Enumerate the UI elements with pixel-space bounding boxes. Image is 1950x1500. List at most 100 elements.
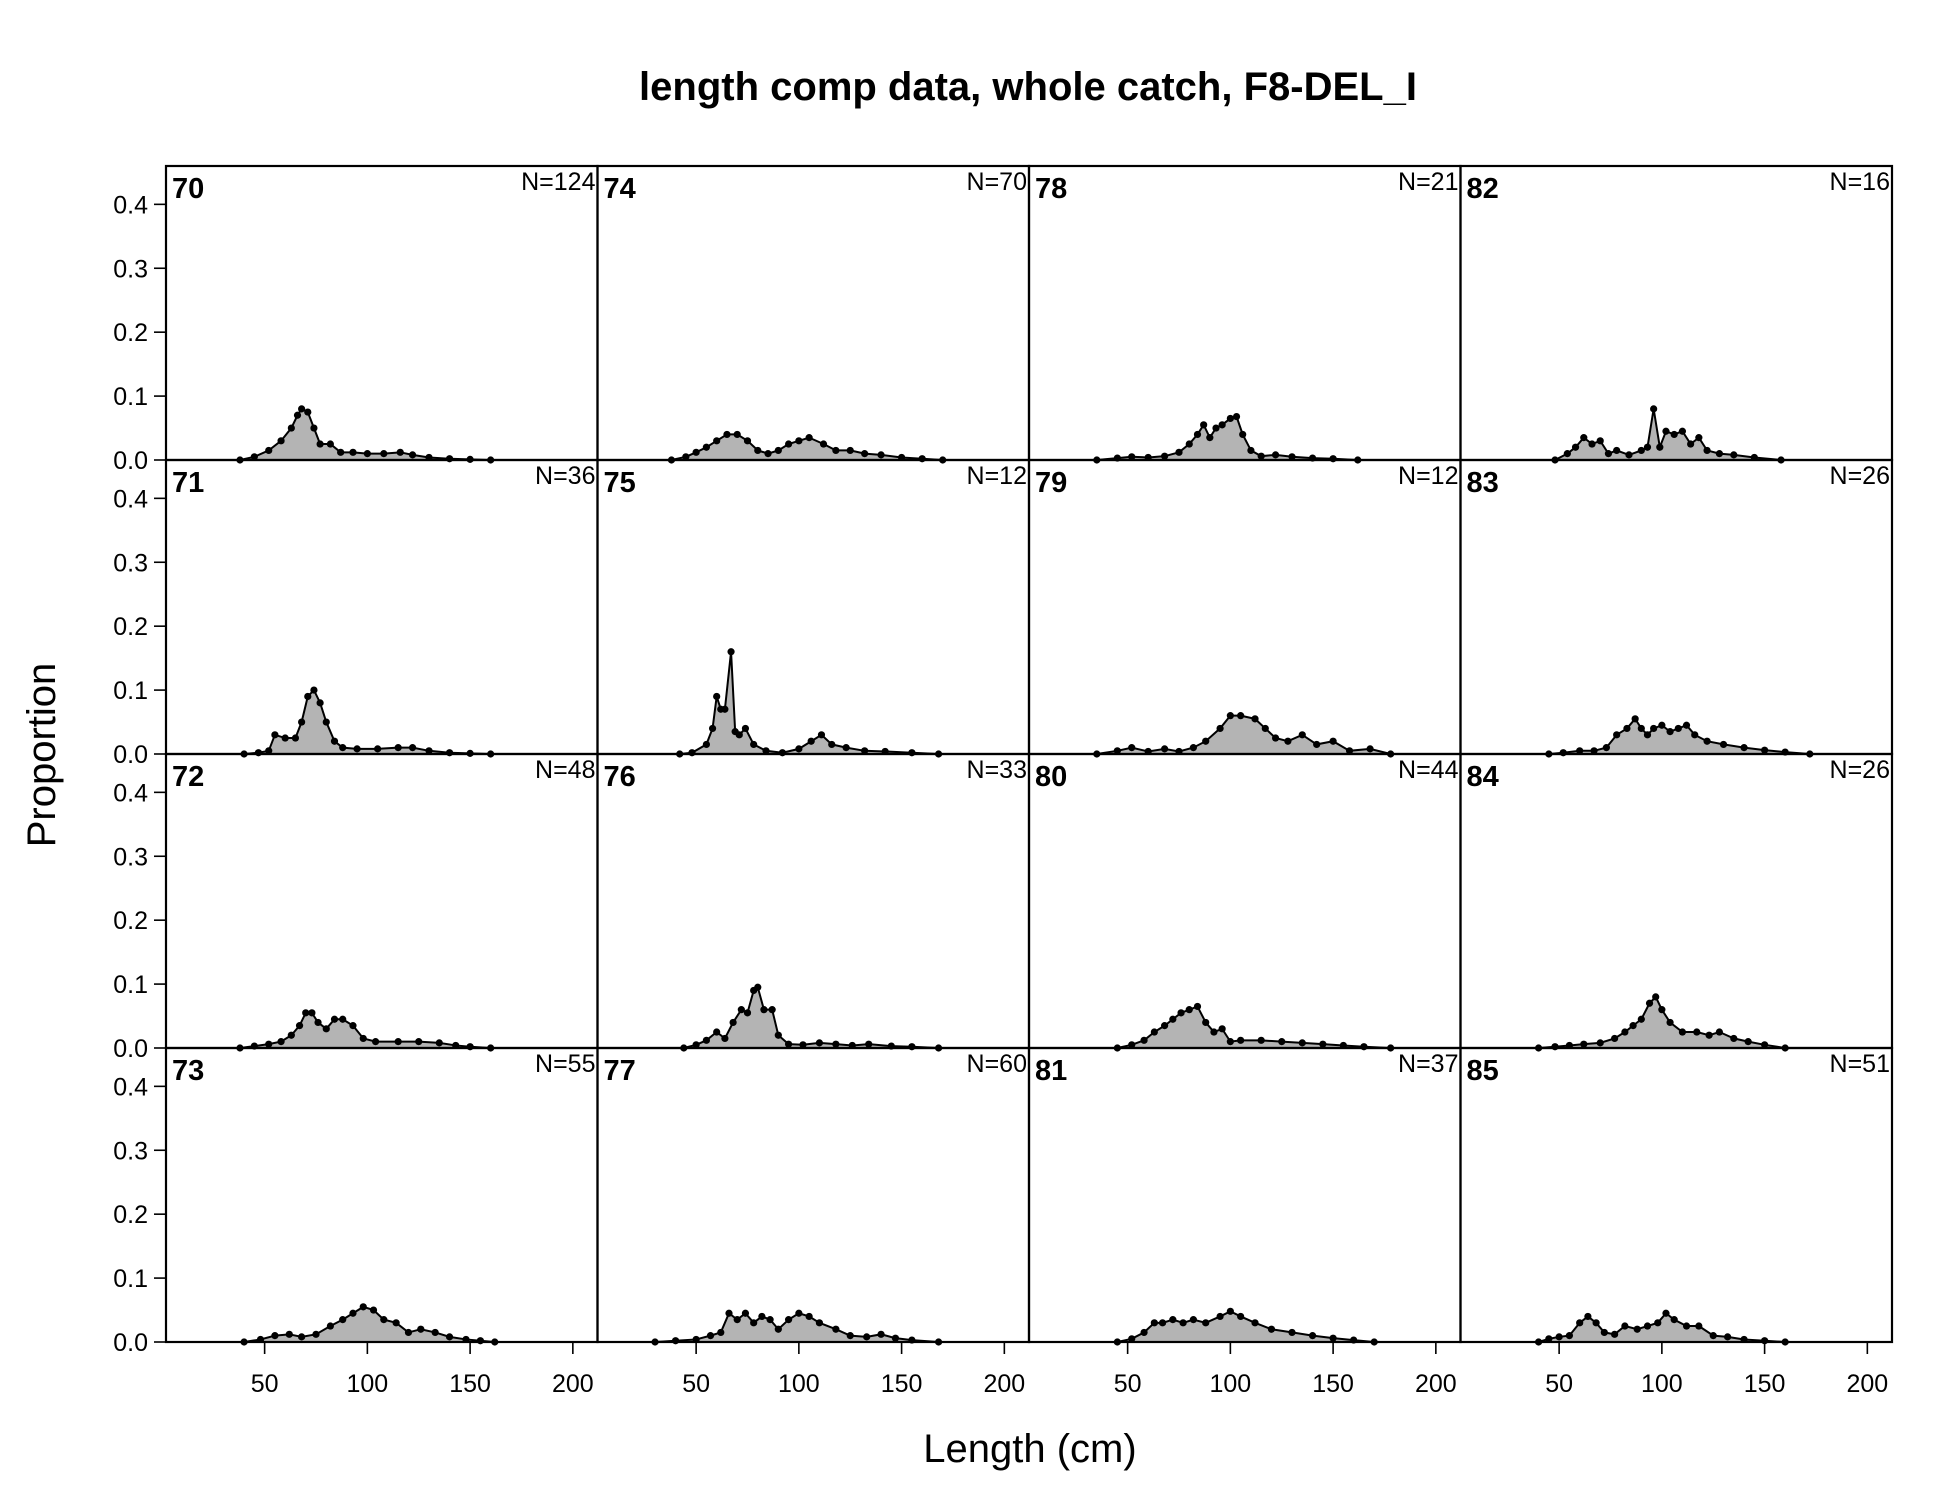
data-point bbox=[1625, 451, 1633, 459]
panel-84: 84 N=26 bbox=[1459, 752, 1894, 1052]
y-tick-label: 0.2 bbox=[113, 613, 148, 641]
data-point bbox=[1623, 724, 1631, 733]
x-tick-label: 100 bbox=[347, 1370, 389, 1398]
data-point bbox=[1216, 1312, 1224, 1321]
x-tick-label: 200 bbox=[1846, 1370, 1888, 1398]
panel-year-label: 74 bbox=[604, 173, 636, 205]
data-point bbox=[1313, 740, 1321, 749]
data-point bbox=[1202, 737, 1210, 745]
x-tick-label: 200 bbox=[1415, 1370, 1457, 1398]
area-80 bbox=[1117, 1006, 1391, 1048]
data-point bbox=[326, 1322, 334, 1330]
panel-frame bbox=[1459, 1046, 1894, 1344]
data-point bbox=[1150, 1028, 1158, 1036]
data-point bbox=[774, 446, 782, 455]
data-point bbox=[1604, 450, 1613, 458]
data-point bbox=[380, 450, 388, 458]
data-point bbox=[1666, 1018, 1674, 1027]
y-axis-title: Proportion bbox=[20, 663, 64, 848]
data-point bbox=[1212, 424, 1220, 432]
panel-81: 81 N=37 50 100 150 200 bbox=[1027, 1046, 1462, 1398]
data-point bbox=[1237, 712, 1245, 720]
data-point bbox=[1691, 731, 1699, 739]
data-point bbox=[807, 737, 815, 745]
panel-80: 80 N=44 bbox=[1027, 752, 1462, 1052]
data-point bbox=[721, 1034, 729, 1043]
data-point bbox=[1366, 745, 1374, 753]
area-70 bbox=[239, 408, 491, 460]
panel-n-label: N=51 bbox=[1830, 1050, 1890, 1078]
data-point bbox=[754, 983, 762, 991]
data-point bbox=[1308, 1332, 1317, 1340]
data-point bbox=[762, 747, 770, 755]
data-point bbox=[310, 424, 318, 432]
data-point bbox=[304, 408, 312, 416]
data-point bbox=[1288, 1328, 1296, 1337]
data-point bbox=[1329, 1334, 1337, 1342]
data-point bbox=[766, 1316, 774, 1324]
data-point bbox=[1695, 1322, 1703, 1330]
panel-n-label: N=12 bbox=[967, 462, 1027, 490]
data-point bbox=[702, 740, 711, 749]
data-point bbox=[445, 749, 454, 757]
data-point bbox=[404, 1328, 413, 1337]
data-point bbox=[692, 1041, 700, 1049]
data-point bbox=[1662, 1309, 1670, 1317]
data-point bbox=[760, 1006, 768, 1014]
data-point bbox=[1267, 1325, 1276, 1333]
data-point bbox=[832, 1325, 840, 1333]
data-point bbox=[799, 1041, 807, 1049]
data-point bbox=[1175, 448, 1183, 456]
data-point bbox=[758, 1312, 766, 1321]
panel-79: 79 N=12 bbox=[1027, 458, 1462, 758]
line-74 bbox=[671, 433, 943, 461]
panel-frame bbox=[1027, 1046, 1462, 1344]
data-point bbox=[1678, 1028, 1687, 1036]
panel-year-label: 81 bbox=[1035, 1055, 1067, 1087]
data-point bbox=[795, 437, 803, 445]
data-point bbox=[277, 437, 285, 445]
panel-n-label: N=12 bbox=[1398, 462, 1458, 490]
data-point bbox=[721, 705, 729, 713]
data-point bbox=[1709, 1332, 1717, 1340]
data-point bbox=[369, 1306, 378, 1314]
panel-70: 70 N=124 0.0 0.1 0.2 0.3 0.4 bbox=[113, 164, 599, 475]
y-tick-label: 0.1 bbox=[113, 383, 148, 411]
data-point bbox=[1271, 451, 1280, 459]
data-point bbox=[1678, 427, 1687, 435]
data-point bbox=[1559, 749, 1567, 757]
data-point bbox=[337, 448, 345, 456]
data-point bbox=[1329, 455, 1337, 463]
data-point bbox=[1239, 430, 1247, 439]
y-tick-label: 0.1 bbox=[113, 677, 148, 705]
x-tick-label: 150 bbox=[449, 1370, 491, 1398]
data-point bbox=[1637, 1015, 1645, 1023]
data-point bbox=[741, 1309, 750, 1317]
data-point bbox=[363, 450, 371, 458]
data-point bbox=[1251, 1319, 1259, 1327]
data-point bbox=[1278, 1038, 1286, 1046]
panel-year-label: 75 bbox=[604, 467, 636, 499]
data-point bbox=[1177, 1009, 1185, 1017]
data-point bbox=[271, 731, 279, 739]
data-point bbox=[408, 744, 417, 752]
data-point bbox=[1226, 712, 1234, 720]
data-point bbox=[1629, 1022, 1637, 1030]
data-point bbox=[1551, 1043, 1559, 1051]
data-point bbox=[392, 1319, 400, 1327]
data-point bbox=[754, 446, 762, 455]
data-point bbox=[312, 1330, 320, 1338]
data-point bbox=[265, 446, 273, 455]
panel-year-label: 80 bbox=[1035, 761, 1067, 793]
data-point bbox=[1600, 1328, 1608, 1337]
data-point bbox=[1161, 745, 1169, 753]
data-point bbox=[832, 446, 840, 455]
data-point bbox=[1654, 1319, 1662, 1327]
data-point bbox=[1580, 1040, 1588, 1048]
panel-year-label: 76 bbox=[604, 761, 636, 793]
panel-71: 71 N=36 0.0 0.1 0.2 0.3 0.4 bbox=[113, 458, 599, 769]
data-point bbox=[302, 1009, 310, 1017]
data-point bbox=[863, 1333, 871, 1341]
data-point bbox=[1724, 1333, 1732, 1341]
data-point bbox=[1590, 747, 1598, 755]
